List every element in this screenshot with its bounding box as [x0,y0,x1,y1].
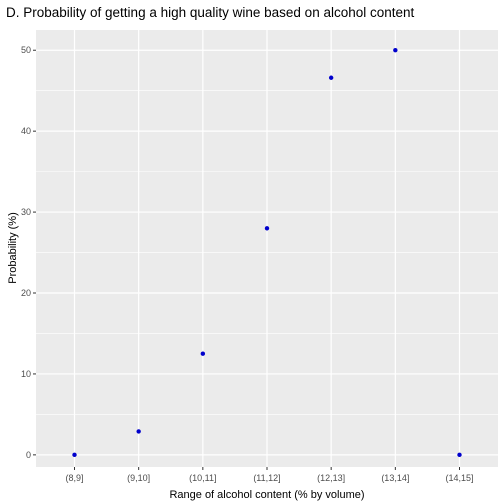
data-point [72,452,77,458]
x-tick-label: (13,14] [381,473,409,483]
data-points [72,48,462,458]
y-tick-label: 0 [26,450,31,460]
x-axis: (8,9] (9,10] (10,11] (11,12] (12,13] (13,14] (… [65,467,474,483]
data-point [393,48,398,53]
y-tick-label: 30 [21,207,31,217]
x-tick-label: (9,10] [127,473,150,483]
data-point [264,226,270,231]
x-tick-label: (8,9] [65,473,83,483]
data-point [457,452,462,458]
chart-title: D. Probability of getting a high quality… [6,5,415,20]
data-point [136,429,141,434]
x-tick-label: (14,15] [445,473,473,483]
x-tick-label: (11,12] [253,473,280,483]
y-tick-label: 20 [21,288,31,298]
y-axis-label: Probability (%) [7,212,19,284]
x-tick-label: (10,11] [189,473,216,483]
x-tick-label: (12,13] [317,473,345,483]
y-tick-label: 40 [21,126,31,136]
x-axis-label: Range of alcohol content (% by volume) [169,489,364,501]
y-tick-label: 50 [21,45,31,55]
data-point [200,351,206,356]
y-axis: 0 10 20 30 40 50 [21,45,36,460]
y-tick-label: 10 [21,369,31,379]
grid-major [36,30,498,467]
data-point [328,75,334,80]
